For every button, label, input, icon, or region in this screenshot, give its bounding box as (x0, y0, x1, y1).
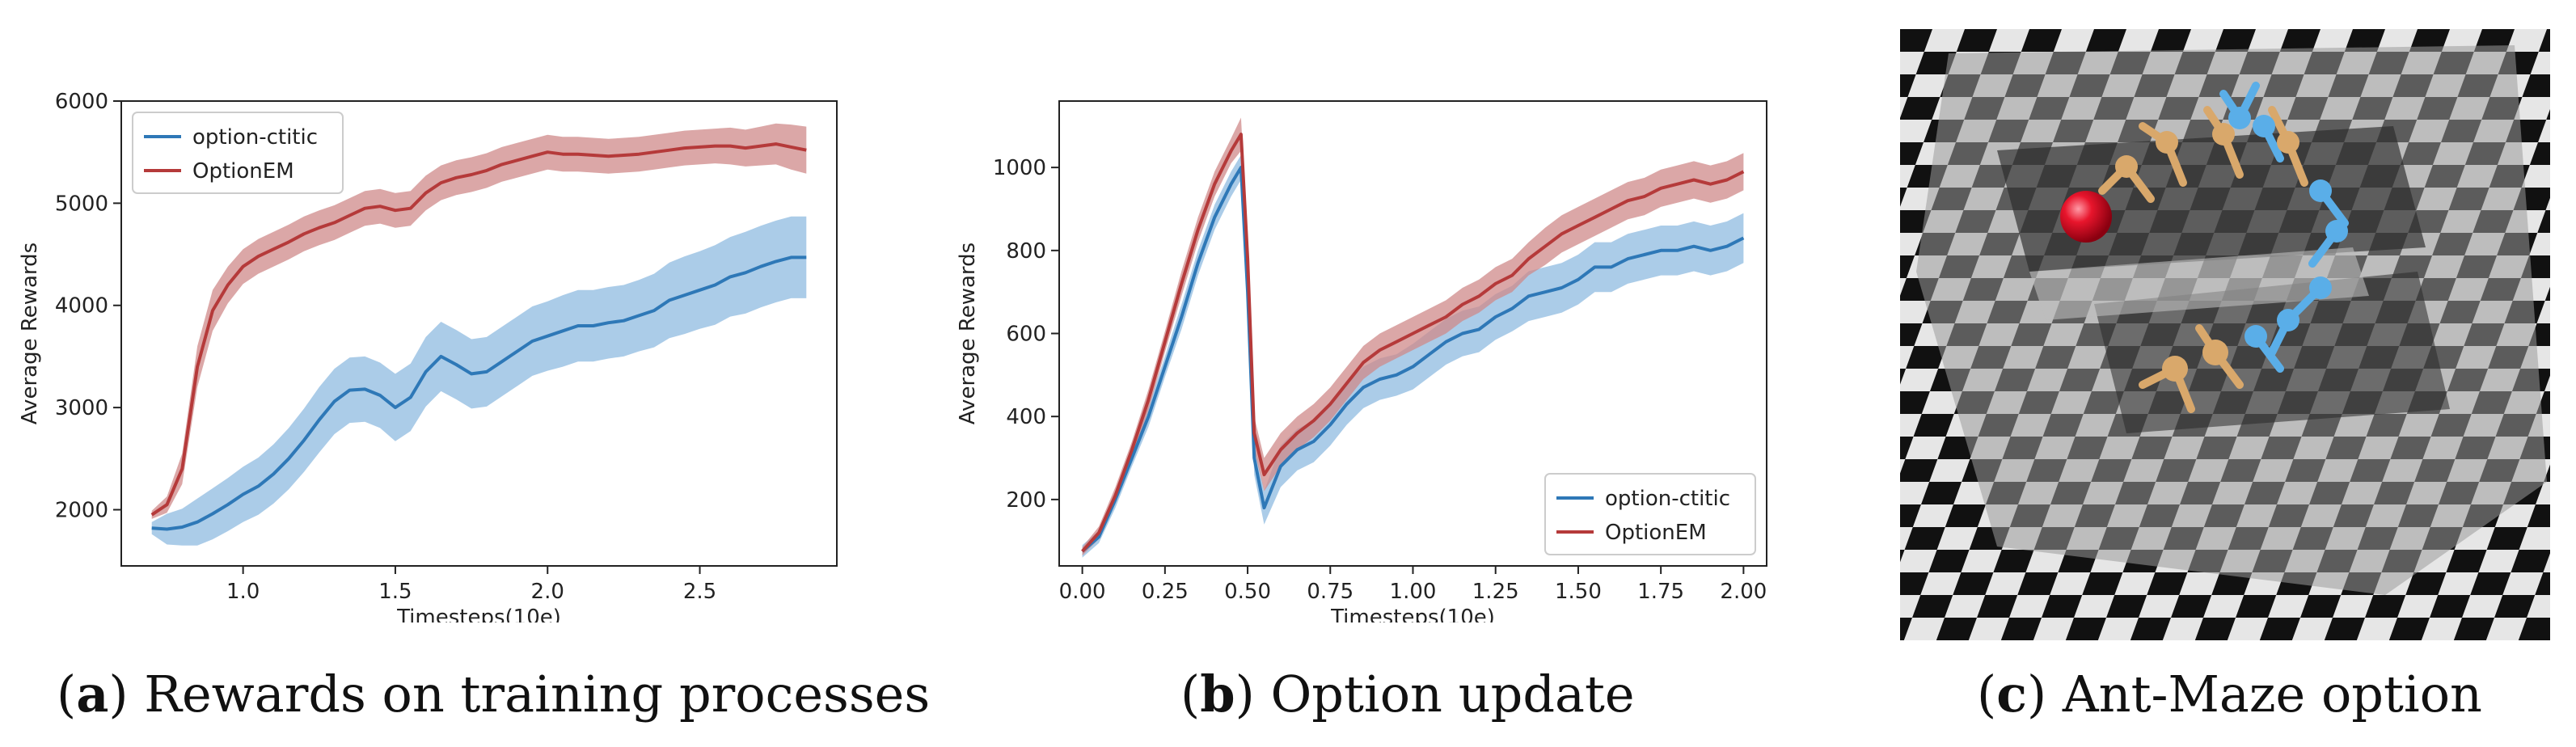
chart-b-xtick-label: 1.25 (1472, 580, 1519, 604)
chart-b-ytick-label: 1000 (993, 156, 1046, 180)
ant-maze-render (1900, 29, 2550, 640)
chart-b-legend: option-ctitic OptionEM (1544, 473, 1756, 555)
chart-a-xtick-label: 1.5 (378, 580, 412, 604)
chart-b-xtick-label: 0.25 (1142, 580, 1189, 604)
chart-a-band-1 (151, 123, 807, 519)
ant-maze-image (1900, 29, 2550, 640)
caption-c: (c) Ant-Maze option (1977, 665, 2482, 724)
chart-b-xtick-label: 2.00 (1720, 580, 1767, 604)
chart-b-svg: 0.00 0.25 0.50 0.75 1.00 1.25 1.50 1.75 2.00 200 4… (956, 100, 1767, 630)
chart-a-frame (120, 100, 838, 567)
caption-c-text: Ant-Maze option (2062, 665, 2482, 724)
goal-ball (2060, 191, 2112, 243)
chart-b-xtick-label: 0.50 (1224, 580, 1271, 604)
chart-b-ytick-label: 600 (1006, 323, 1046, 347)
caption-a-text: Rewards on training processes (144, 665, 931, 724)
chart-a-ytick-label: 5000 (55, 192, 108, 216)
chart-a-ytick-label: 6000 (55, 90, 108, 114)
chart-b-ytick-label: 800 (1006, 239, 1046, 264)
maze-corridor-top (1997, 126, 2426, 272)
chart-b-legend-label: option-ctitic (1605, 487, 1730, 511)
chart-b-series-line-1 (1081, 133, 1745, 553)
caption-b: (b) Option update (1180, 665, 1635, 724)
chart-a-series-line-1 (150, 142, 807, 517)
chart-a-xtick-label: 2.5 (683, 580, 716, 604)
chart-b-xtick-label: 0.00 (1059, 580, 1106, 604)
chart-b-legend-label: OptionEM (1605, 521, 1707, 545)
caption-b-letter: b (1200, 665, 1235, 724)
maze-wall-inner (2029, 247, 2369, 320)
chart-a-ylabel: Average Rewards (18, 243, 42, 424)
caption-a: (a) Rewards on training processes (57, 665, 931, 724)
chart-a-ytick-label: 2000 (55, 498, 108, 522)
chart-a-xlabel: Timesteps(10e) (396, 606, 561, 622)
chart-a-ytick-label: 3000 (55, 396, 108, 420)
chart-a-ytick-label: 4000 (55, 294, 108, 319)
chart-b-ytick-label: 200 (1006, 488, 1046, 513)
chart-a-legend-label: option-ctitic (192, 125, 318, 150)
chart-a-xtick-label: 2.0 (531, 580, 564, 604)
chart-a: 1.0 1.5 2.0 2.5 2000 3000 4000 5000 6000 Timestep… (0, 65, 857, 630)
chart-a-svg: 1.0 1.5 2.0 2.5 2000 3000 4000 5000 6000 Timestep… (18, 90, 838, 630)
chart-b-ytick-label: 400 (1006, 405, 1046, 429)
chart-b: 0.00 0.25 0.50 0.75 1.00 1.25 1.50 1.75 2.00 200 4… (930, 65, 1787, 630)
caption-a-letter: a (76, 665, 109, 724)
chart-b-xtick-label: 1.50 (1555, 580, 1602, 604)
chart-a-legend-label: OptionEM (192, 159, 294, 184)
ant-trajectory (2098, 82, 2349, 413)
chart-b-band-0 (1082, 154, 1744, 558)
caption-b-text: Option update (1270, 665, 1635, 724)
chart-b-xlabel: Timesteps(10e) (1330, 606, 1495, 622)
chart-b-ylabel: Average Rewards (956, 243, 980, 424)
caption-c-letter: c (1996, 665, 2027, 724)
chart-a-legend: option-ctitic OptionEM (132, 112, 344, 194)
chart-a-series-line-0 (151, 255, 807, 531)
chart-b-xtick-label: 1.00 (1390, 580, 1437, 604)
chart-b-xtick-label: 1.75 (1637, 580, 1684, 604)
chart-b-series-line-0 (1081, 166, 1745, 553)
chart-b-xtick-label: 0.75 (1307, 580, 1353, 604)
chart-a-xtick-label: 1.0 (226, 580, 260, 604)
chart-a-band-0 (151, 216, 807, 546)
